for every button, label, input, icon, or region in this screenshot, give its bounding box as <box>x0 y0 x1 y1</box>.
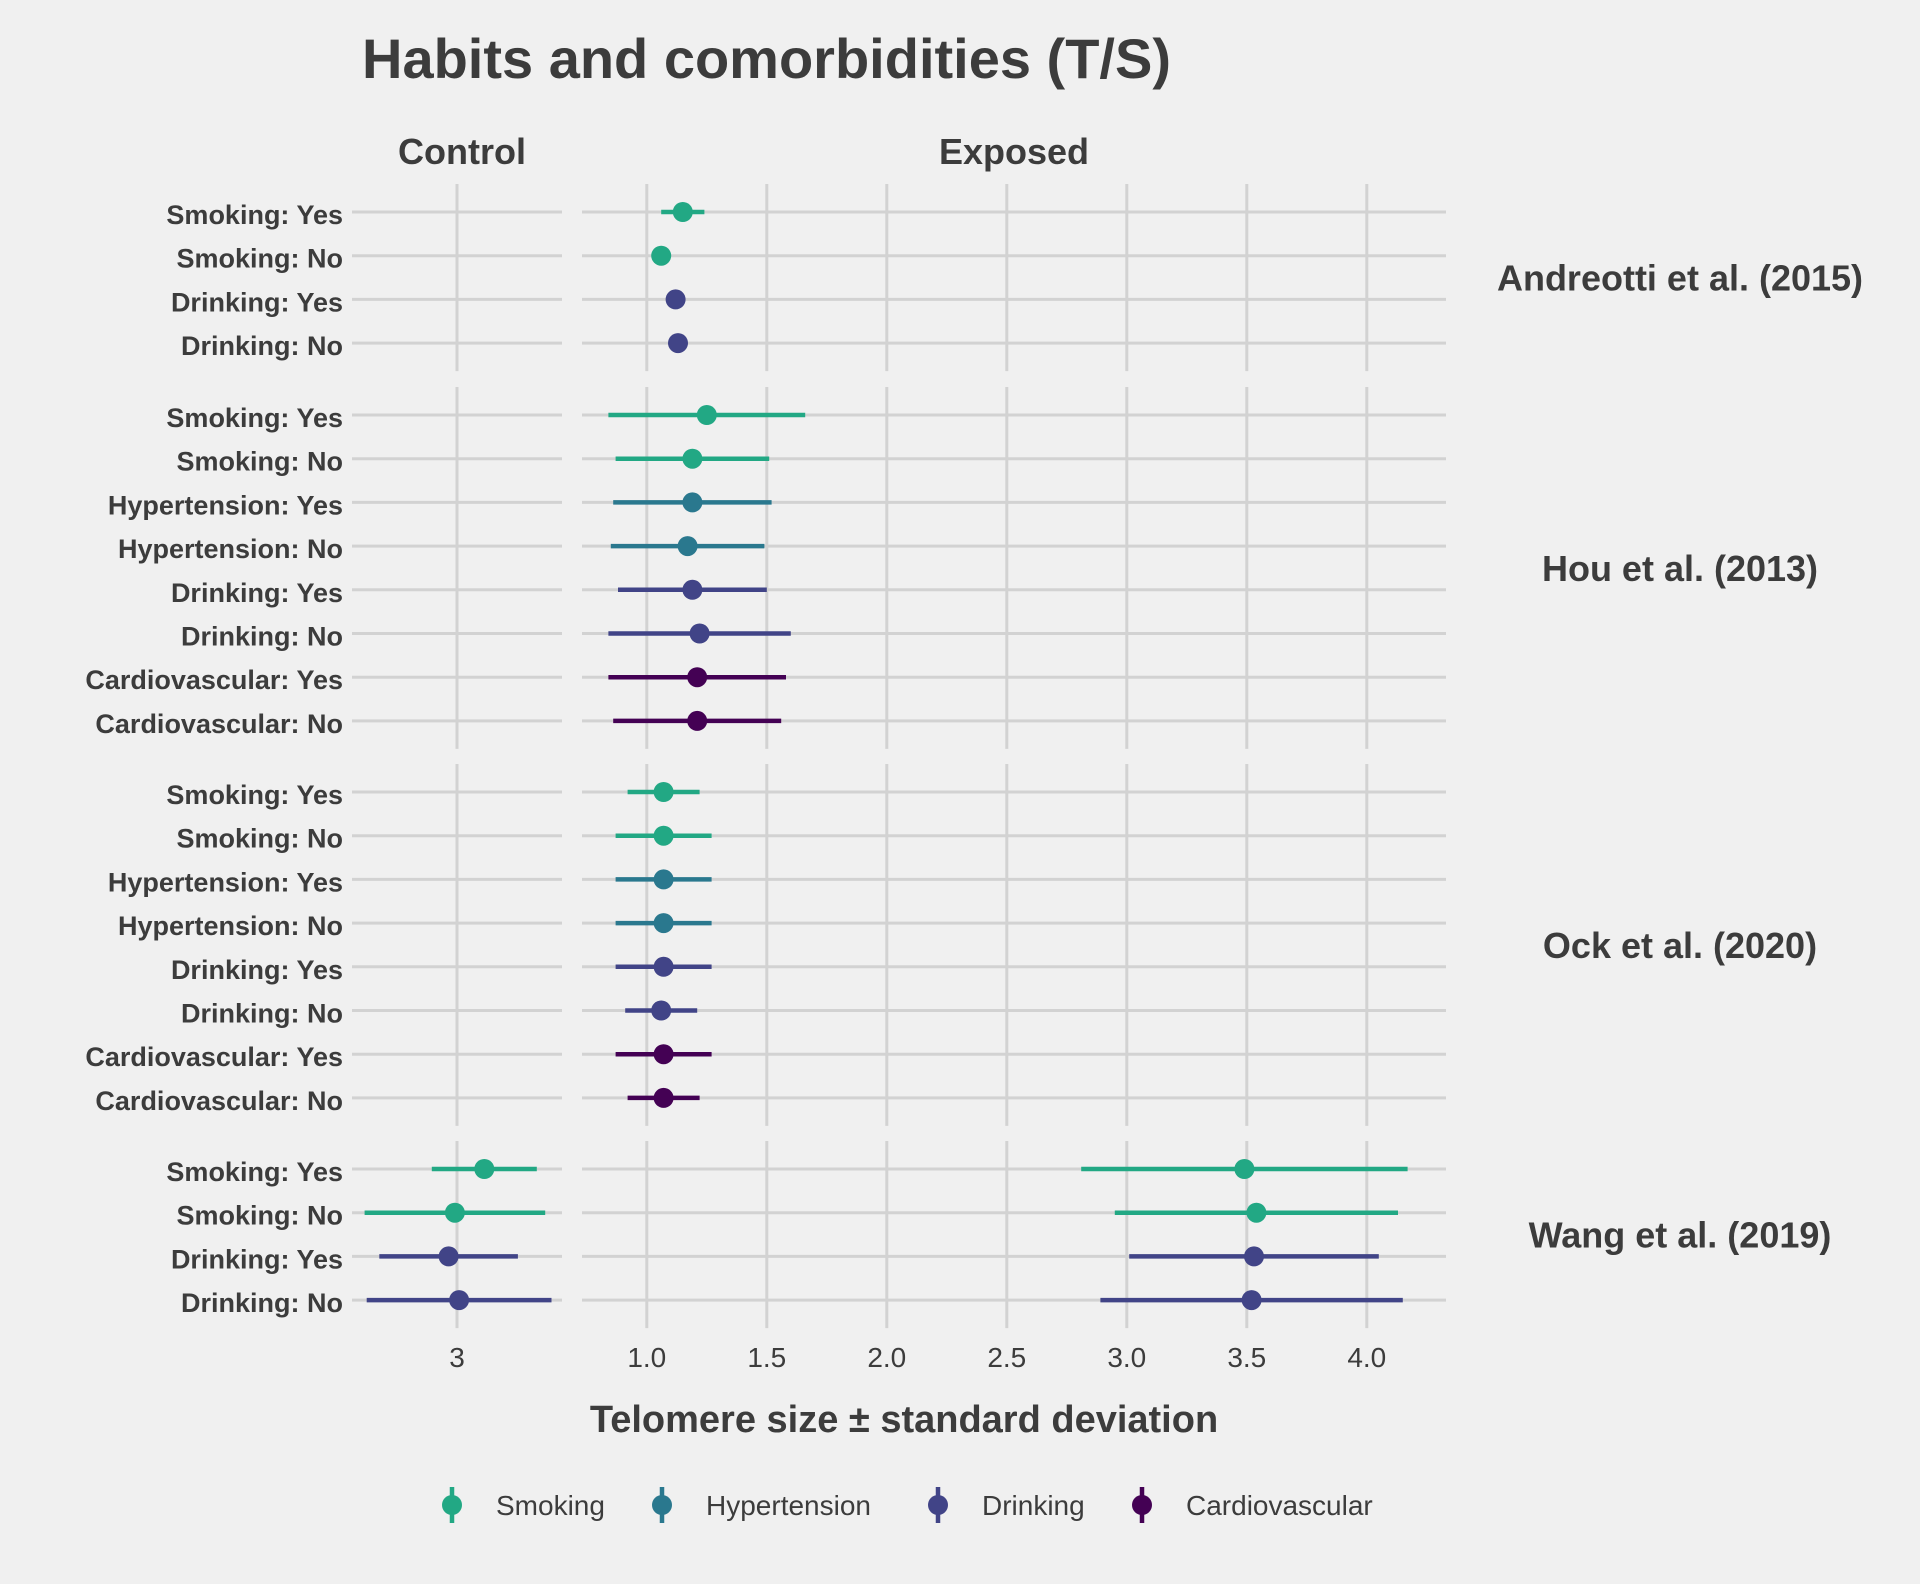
x-tick-label: 2.0 <box>867 1342 906 1373</box>
legend-item: Drinking <box>928 1487 1085 1523</box>
data-point <box>449 1290 470 1311</box>
row-label: Drinking: Yes <box>171 955 343 985</box>
data-point <box>653 913 674 934</box>
data-point <box>653 1087 674 1108</box>
legend-key-point <box>928 1495 948 1515</box>
row-label: Hypertension: No <box>118 534 343 564</box>
row-label: Drinking: Yes <box>171 1244 343 1274</box>
row-label: Drinking: Yes <box>171 287 343 317</box>
row-label: Drinking: No <box>181 999 343 1029</box>
data-point <box>651 1000 672 1021</box>
data-point <box>653 956 674 977</box>
row-label: Cardiovascular: No <box>95 709 343 739</box>
x-tick-label: 3.0 <box>1107 1342 1146 1373</box>
row-label: Smoking: No <box>177 447 344 477</box>
row-label: Smoking: Yes <box>166 1157 343 1187</box>
legend-key-point <box>1132 1495 1152 1515</box>
study-panel: Smoking: Yes Smoking: No Drinking: Yes Drin… <box>166 184 1863 372</box>
row-label: Cardiovascular: Yes <box>85 665 343 695</box>
data-point <box>438 1246 459 1267</box>
row-label: Smoking: No <box>177 244 344 274</box>
row-label: Smoking: No <box>177 1201 344 1231</box>
data-point <box>444 1202 465 1223</box>
row-label: Smoking: Yes <box>166 780 343 810</box>
study-label: Wang et al. (2019) <box>1529 1215 1832 1256</box>
row-label: Cardiovascular: No <box>95 1086 343 1116</box>
data-point <box>653 825 674 846</box>
legend-item: Hypertension <box>652 1487 871 1523</box>
legend-key-point <box>442 1495 462 1515</box>
row-label: Smoking: Yes <box>166 200 343 230</box>
data-point <box>696 405 717 425</box>
chart-title: Habits and comorbidities (T/S) <box>362 27 1171 90</box>
data-point <box>687 667 708 688</box>
study-panel: Smoking: Yes Smoking: No Hypertension: Yes… <box>85 387 1818 749</box>
panels: Smoking: Yes Smoking: No Drinking: Yes Drin… <box>85 184 1863 1329</box>
x-tick-label: 2.5 <box>987 1342 1026 1373</box>
legend-item: Smoking <box>442 1487 605 1523</box>
row-label: Hypertension: Yes <box>108 490 343 520</box>
data-point <box>665 289 686 310</box>
data-point <box>1246 1202 1267 1223</box>
data-point <box>651 245 672 266</box>
legend-label: Hypertension <box>706 1490 871 1521</box>
study-label: Hou et al. (2013) <box>1542 548 1818 589</box>
facet-label-control: Control <box>398 131 526 172</box>
study-label: Ock et al. (2020) <box>1543 925 1817 966</box>
row-label: Hypertension: No <box>118 911 343 941</box>
x-axis: 3 1.0 1.5 2.0 2.5 3.0 3.5 4.0 <box>449 1342 1386 1373</box>
data-point <box>474 1159 495 1179</box>
x-tick-label: 4.0 <box>1347 1342 1386 1373</box>
row-label: Cardiovascular: Yes <box>85 1042 343 1072</box>
data-point <box>653 782 674 802</box>
data-point <box>1241 1290 1262 1311</box>
data-point <box>668 333 688 354</box>
x-axis-title: Telomere size ± standard deviation <box>590 1399 1218 1441</box>
study-panel: Smoking: Yes Smoking: No Hypertension: Yes… <box>85 764 1817 1126</box>
data-point <box>677 536 698 557</box>
data-point <box>682 448 703 469</box>
x-tick-label: 1.0 <box>627 1342 666 1373</box>
facet-label-exposed: Exposed <box>939 131 1089 172</box>
legend-label: Drinking <box>982 1490 1085 1521</box>
row-label: Drinking: No <box>181 331 343 361</box>
data-point <box>682 579 703 600</box>
row-label: Smoking: Yes <box>166 403 343 433</box>
data-point <box>1234 1159 1255 1179</box>
row-label: Drinking: No <box>181 1288 343 1318</box>
legend-key-point <box>652 1495 672 1515</box>
row-label: Hypertension: Yes <box>108 867 343 897</box>
row-label: Drinking: No <box>181 622 343 652</box>
data-point <box>653 869 674 890</box>
study-label: Andreotti et al. (2015) <box>1497 258 1863 299</box>
data-point <box>1244 1246 1264 1267</box>
row-label: Smoking: No <box>177 824 344 854</box>
legend-label: Smoking <box>496 1490 605 1521</box>
x-tick-label: 3 <box>449 1342 465 1373</box>
legend: Smoking Hypertension Drinking Cardiovascula… <box>442 1487 1373 1523</box>
data-point <box>653 1044 674 1065</box>
x-tick-label: 1.5 <box>747 1342 786 1373</box>
row-label: Drinking: Yes <box>171 578 343 608</box>
legend-label: Cardiovascular <box>1186 1490 1373 1521</box>
legend-item: Cardiovascular <box>1132 1487 1373 1523</box>
data-point <box>689 623 710 644</box>
data-point <box>687 710 708 731</box>
study-panel: Smoking: Yes Smoking: No Drinking: Yes Drin… <box>166 1141 1832 1329</box>
x-tick-label: 3.5 <box>1227 1342 1266 1373</box>
data-point <box>682 492 703 513</box>
data-point <box>672 202 693 222</box>
